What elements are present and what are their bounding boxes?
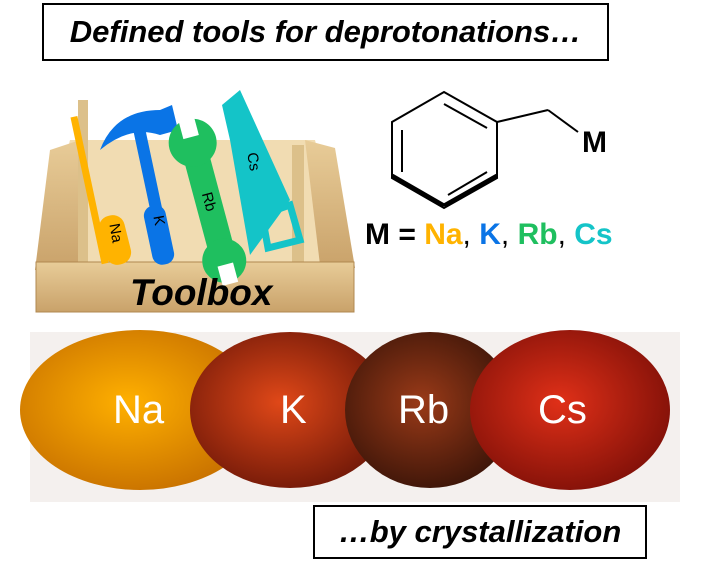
benzyl-structure bbox=[390, 90, 579, 210]
separator: , bbox=[462, 218, 480, 251]
footer-caption: …by crystallization bbox=[313, 505, 647, 559]
tube-cs bbox=[470, 330, 670, 490]
equation-prefix: M = bbox=[365, 218, 425, 251]
metal-rb: Rb bbox=[517, 218, 558, 251]
tool-label-k: K bbox=[149, 214, 167, 227]
tube-na bbox=[20, 330, 260, 490]
screwdriver-icon bbox=[70, 116, 132, 265]
separator: , bbox=[557, 218, 575, 251]
metal-cs: Cs bbox=[574, 218, 613, 251]
tool-label-na: Na bbox=[105, 222, 125, 244]
title: Defined tools for deprotonations… bbox=[42, 3, 609, 61]
tube-label-rb: Rb bbox=[398, 388, 450, 432]
tube-label-na: Na bbox=[113, 388, 165, 432]
metal-equation: M = Na, K, Rb, Cs bbox=[365, 218, 613, 252]
metal-na: Na bbox=[424, 218, 463, 251]
tube-label-k: K bbox=[280, 388, 307, 432]
hammer-icon bbox=[100, 105, 178, 265]
tube-row bbox=[20, 330, 680, 502]
tool-label-rb: Rb bbox=[198, 190, 219, 213]
metal-k: K bbox=[479, 218, 501, 251]
tube-rb bbox=[345, 332, 515, 488]
tube-k bbox=[190, 332, 390, 488]
tube-label-cs: Cs bbox=[538, 388, 587, 432]
separator: , bbox=[500, 218, 518, 251]
wrench-icon bbox=[168, 113, 247, 286]
saw-icon bbox=[222, 90, 305, 255]
toolbox-label: Toolbox bbox=[130, 272, 273, 313]
metal-label: M bbox=[582, 126, 607, 159]
tool-label-cs: Cs bbox=[243, 151, 263, 172]
